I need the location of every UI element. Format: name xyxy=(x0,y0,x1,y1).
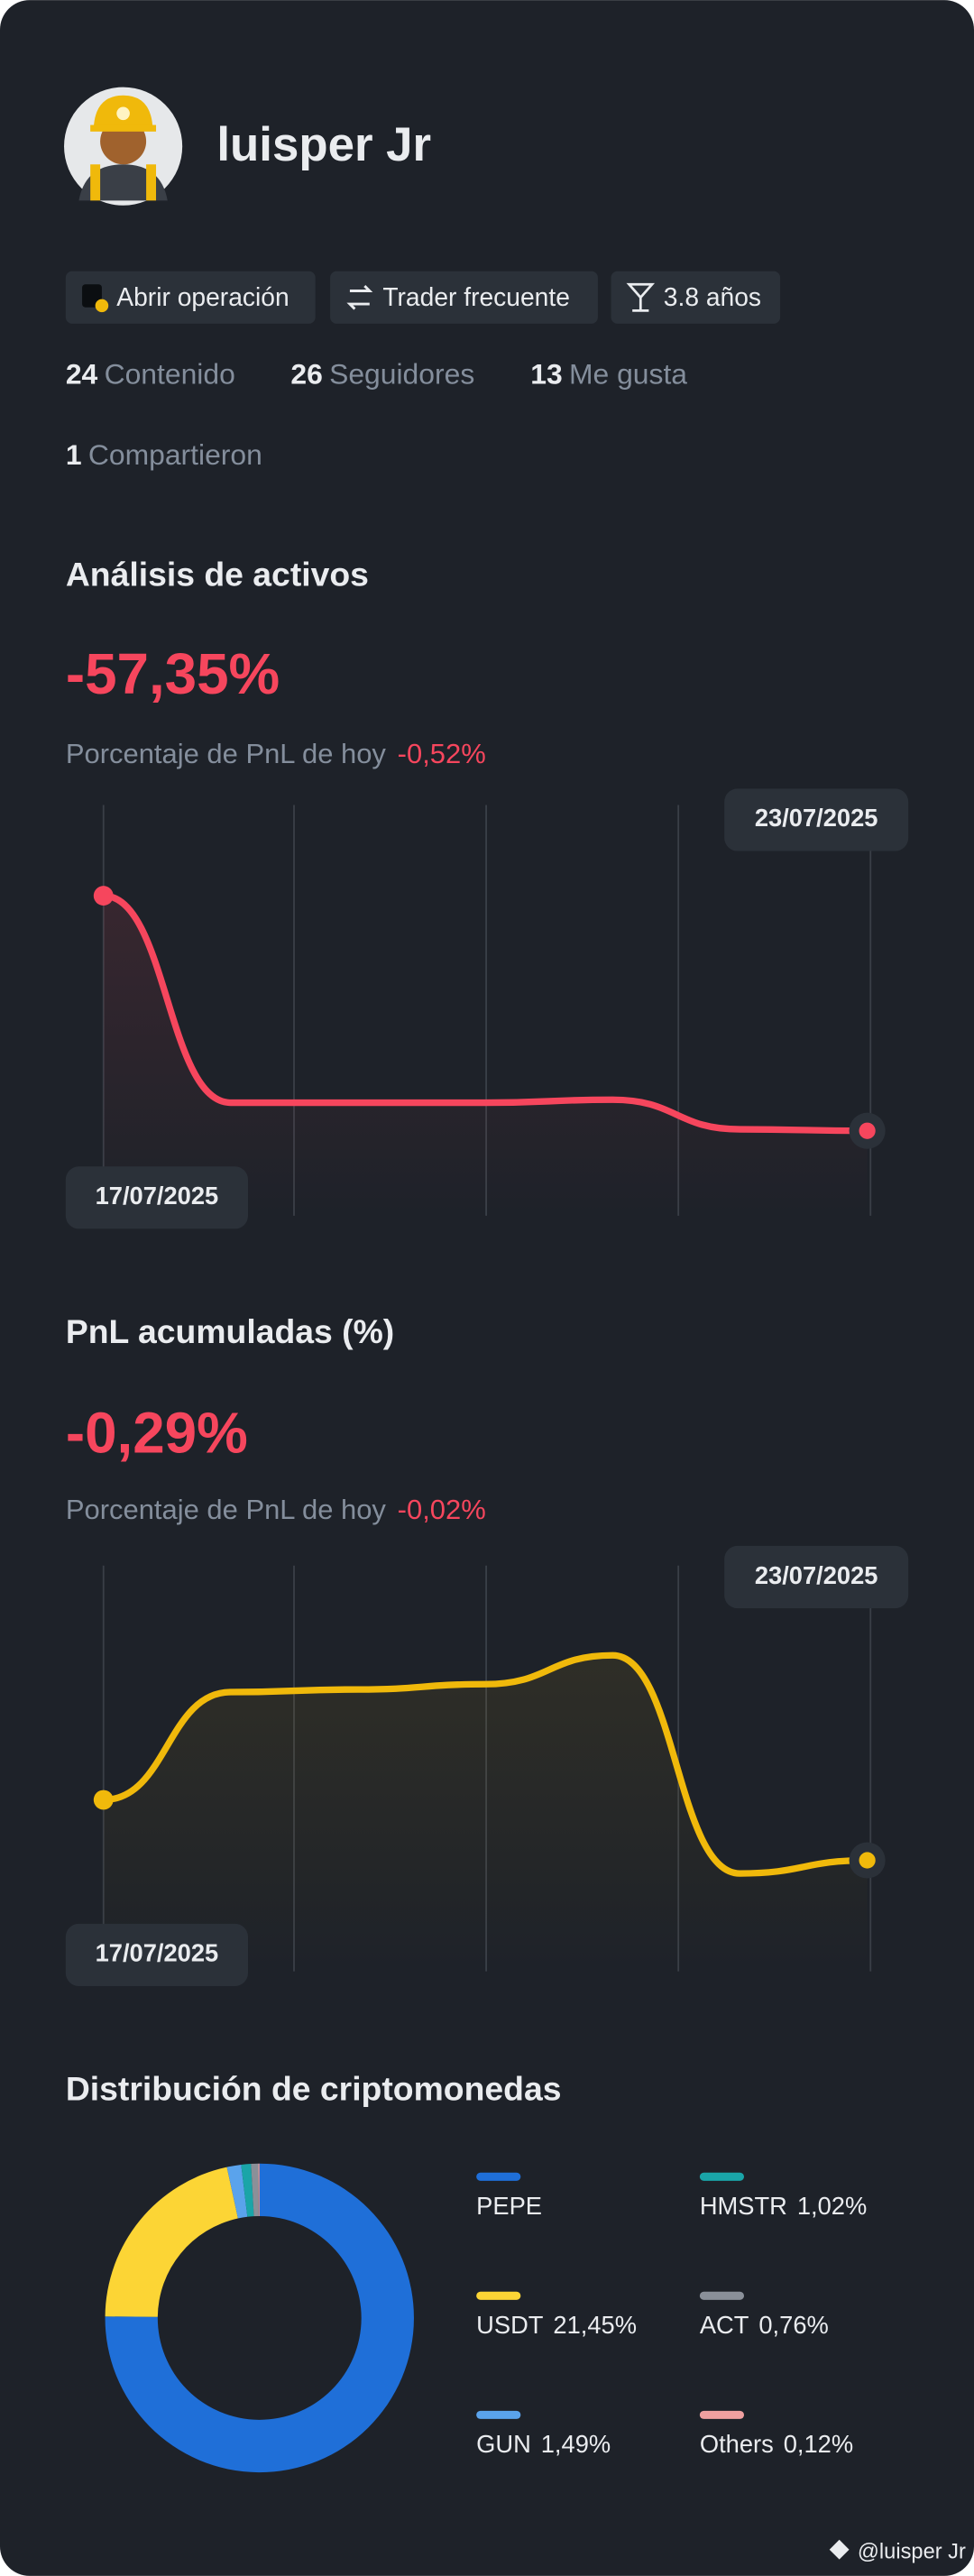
donut-slice xyxy=(105,2163,414,2473)
date-tooltip xyxy=(65,1923,249,1987)
legend-swatch xyxy=(699,2172,745,2181)
badges: Abrir operación Trader frecuente 3.8 año… xyxy=(65,271,781,324)
start-point xyxy=(93,1789,114,1810)
end-point xyxy=(859,1852,876,1869)
section-title: PnL acumuladas (%) xyxy=(66,1312,394,1350)
badge-label: Trader frecuente xyxy=(382,282,570,311)
section-title: Distribución de criptomonedas xyxy=(66,2069,562,2107)
line xyxy=(100,892,871,1135)
legend-label: HMSTR xyxy=(700,2192,787,2220)
legend-label: PEPE xyxy=(476,2192,542,2220)
date-tooltip xyxy=(724,788,909,851)
donut-slice xyxy=(258,2163,260,2217)
end-date: 23/07/2025 xyxy=(755,1561,878,1589)
legend-value: 1,02% xyxy=(797,2192,867,2220)
watermark: @luisper Jr xyxy=(858,2541,966,2564)
headline-value: -0,29% xyxy=(66,1401,248,1466)
stat-value: 24 xyxy=(66,358,98,391)
donut-slice xyxy=(226,2164,248,2219)
badge xyxy=(65,271,316,324)
date-tooltip xyxy=(65,1166,249,1229)
stat-label: Compartieron xyxy=(88,438,262,471)
legend-label: GUN xyxy=(476,2430,531,2458)
legend-swatch xyxy=(476,2172,521,2181)
donut-slice xyxy=(105,2167,238,2317)
legend-value: 0,76% xyxy=(758,2311,828,2339)
legend-value: 1,49% xyxy=(541,2430,611,2458)
badge-label: 3.8 años xyxy=(664,282,761,311)
donut-slice xyxy=(241,2163,254,2217)
start-point xyxy=(93,886,114,906)
stat-value: 26 xyxy=(290,358,322,391)
user-name: luisper Jr xyxy=(216,118,431,171)
start-date: 17/07/2025 xyxy=(96,1939,219,1967)
stat-label: Seguidores xyxy=(329,358,474,391)
donut-slice xyxy=(251,2163,259,2217)
section-title: Análisis de activos xyxy=(66,555,369,593)
area-fill xyxy=(103,896,868,1216)
date-tooltip xyxy=(724,1545,909,1609)
subtitle-value: -0,52% xyxy=(398,738,486,769)
headline-value: -57,35% xyxy=(66,641,280,706)
subtitle-value: -0,02% xyxy=(398,1494,486,1525)
legend-label: USDT xyxy=(476,2311,544,2339)
footer xyxy=(829,2539,850,2560)
start-date: 17/07/2025 xyxy=(96,1182,219,1210)
stat-label: Me gusta xyxy=(569,358,687,391)
legend-value: 0,12% xyxy=(784,2430,853,2458)
end-date: 23/07/2025 xyxy=(755,804,878,832)
badge-label: Abrir operación xyxy=(116,282,289,311)
legend-label: ACT xyxy=(700,2311,749,2339)
end-point xyxy=(859,1122,876,1139)
badge xyxy=(330,271,598,324)
legend-value: 21,45% xyxy=(553,2311,637,2339)
line xyxy=(100,1651,871,1877)
stat-value: 1 xyxy=(66,438,82,471)
subtitle: Porcentaje de PnL de hoy xyxy=(66,1494,387,1525)
avatar xyxy=(64,87,183,206)
legend-label: Others xyxy=(700,2430,774,2458)
legend-swatch xyxy=(476,2291,521,2300)
legend-swatch xyxy=(699,2410,745,2419)
stat-label: Contenido xyxy=(105,358,235,391)
legend-swatch xyxy=(699,2291,745,2300)
area-fill xyxy=(103,1655,868,1972)
stat-value: 13 xyxy=(530,358,562,391)
legend-swatch xyxy=(476,2410,521,2419)
subtitle: Porcentaje de PnL de hoy xyxy=(66,738,387,769)
